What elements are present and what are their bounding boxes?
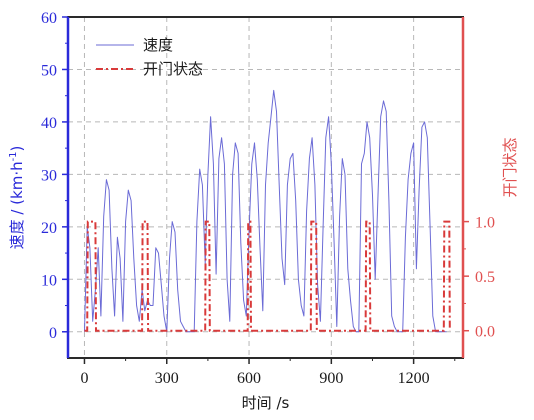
- x-ticks: 0 300 600 900 1200: [80, 358, 456, 387]
- legend: 速度 开门状态: [96, 36, 203, 78]
- right-ticks: 0.0 0.5 1.0: [463, 215, 495, 341]
- left-axis-title-main: 速度 / (km·h: [8, 161, 26, 249]
- x-tick-label-0: 0: [80, 370, 88, 387]
- right-tick-label-0: 0.0: [475, 324, 495, 341]
- left-tick-label-4: 40: [41, 115, 57, 132]
- left-tick-label-1: 10: [41, 272, 57, 289]
- left-axis-title-close: ): [8, 146, 26, 152]
- door-series-line: [84, 220, 451, 332]
- series-layer: [84, 89, 451, 333]
- left-axis-title-sup: -1: [8, 151, 19, 161]
- left-tick-label-5: 50: [41, 62, 57, 79]
- left-tick-label-3: 30: [41, 167, 57, 184]
- left-ticks: 0 10 20 30 40 50 60: [41, 10, 68, 342]
- x-axis-title: 时间 /s: [242, 394, 290, 412]
- x-tick-label-2: 600: [237, 370, 261, 387]
- left-tick-label-0: 0: [49, 325, 57, 342]
- left-tick-label-6: 60: [41, 10, 57, 27]
- legend-label-speed: 速度: [143, 36, 173, 54]
- right-tick-label-1: 0.5: [475, 269, 495, 286]
- left-tick-label-2: 20: [41, 220, 57, 237]
- x-tick-label-4: 1200: [398, 370, 430, 387]
- speed-series-line: [84, 89, 447, 333]
- x-tick-label-3: 900: [319, 370, 343, 387]
- x-tick-label-1: 300: [155, 370, 179, 387]
- right-axis-title: 开门状态: [501, 137, 519, 197]
- left-axis-title: 速度 / (km·h-1): [8, 146, 26, 250]
- right-tick-label-2: 1.0: [475, 215, 495, 232]
- legend-label-door: 开门状态: [143, 60, 203, 78]
